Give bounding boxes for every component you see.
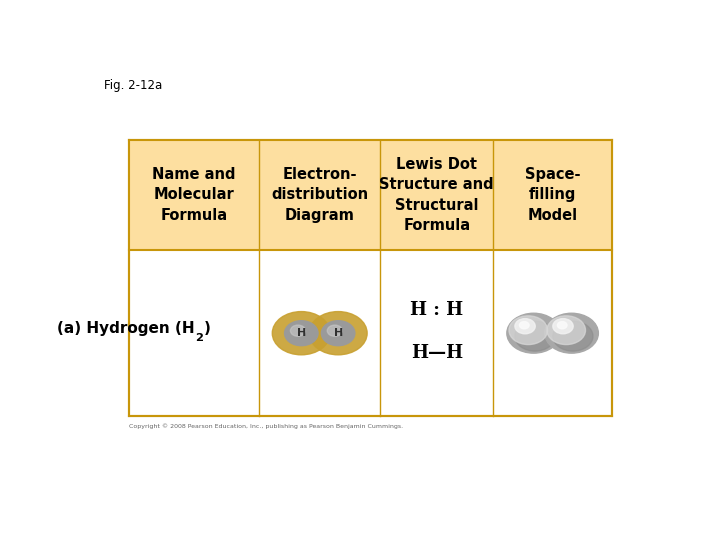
FancyBboxPatch shape	[129, 140, 612, 250]
Circle shape	[509, 316, 547, 345]
Circle shape	[553, 319, 573, 334]
Text: Electron-
distribution
Diagram: Electron- distribution Diagram	[271, 167, 368, 223]
Text: Fig. 2-12a: Fig. 2-12a	[104, 79, 162, 92]
Text: Copyright © 2008 Pearson Education, Inc., publishing as Pearson Benjamin Cumming: Copyright © 2008 Pearson Education, Inc.…	[129, 424, 403, 429]
Circle shape	[328, 325, 342, 336]
Text: H: H	[297, 328, 306, 338]
Text: H: H	[333, 328, 343, 338]
Text: H : H: H : H	[410, 301, 464, 319]
Circle shape	[557, 322, 567, 329]
Circle shape	[272, 312, 330, 355]
Circle shape	[284, 321, 318, 346]
Circle shape	[321, 321, 355, 346]
Circle shape	[515, 321, 555, 351]
Circle shape	[309, 312, 367, 355]
Text: ): )	[204, 321, 211, 336]
Circle shape	[507, 313, 560, 353]
Circle shape	[290, 325, 305, 336]
Circle shape	[547, 316, 585, 345]
Circle shape	[519, 322, 529, 329]
Text: 2: 2	[195, 333, 203, 343]
FancyBboxPatch shape	[129, 140, 612, 416]
Text: H—H: H—H	[410, 344, 463, 362]
Text: (a) Hydrogen (H: (a) Hydrogen (H	[57, 321, 194, 336]
Circle shape	[515, 319, 535, 334]
Circle shape	[545, 313, 598, 353]
Text: Lewis Dot
Structure and
Structural
Formula: Lewis Dot Structure and Structural Formu…	[379, 157, 494, 233]
Text: Name and
Molecular
Formula: Name and Molecular Formula	[153, 167, 236, 223]
Text: Space-
filling
Model: Space- filling Model	[525, 167, 580, 223]
Circle shape	[553, 321, 593, 351]
